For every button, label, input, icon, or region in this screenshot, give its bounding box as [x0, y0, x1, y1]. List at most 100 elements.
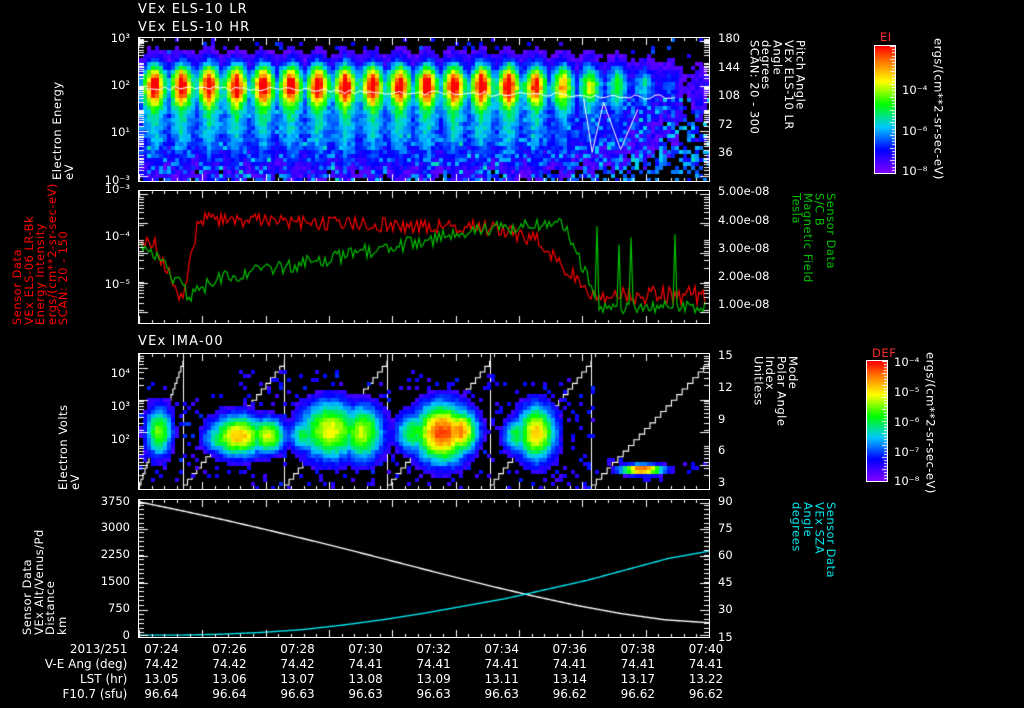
- table-cell: 96.63: [348, 687, 383, 701]
- panel4-right-ytick-0: 90: [718, 494, 733, 508]
- table-cell: 13.11: [484, 672, 519, 686]
- panel4-ytick-2: 2250: [100, 547, 130, 561]
- table-cell: 74.42: [212, 657, 247, 671]
- panel3-plot-area[interactable]: [138, 353, 710, 490]
- table-cell: 74.41: [620, 657, 655, 671]
- panel4-right-ytick-5: 15: [718, 630, 733, 644]
- panel3-ion-spectrogram-canvas: [139, 354, 709, 489]
- panel3-right-axis-label: Unitless Index Polar Angle Mode: [751, 356, 801, 488]
- panel4-ytick-4: 750: [108, 601, 130, 615]
- panel4-left-axis-label: Sensor Data VEx Alt/Venus/Pd Distance km: [20, 505, 69, 635]
- table-cell: 13.06: [212, 672, 247, 686]
- panel2-right-ytick-1: 4.00e-08: [718, 213, 770, 227]
- panel1-colorbar-tick-1: 10⁻⁶: [902, 124, 928, 138]
- table-cell: 13.17: [620, 672, 655, 686]
- panel1-ytick-3: 10⁻³: [104, 173, 130, 187]
- panel3-colorbar-tick-3: 10⁻⁷: [894, 445, 920, 459]
- table-cell: 74.41: [552, 657, 587, 671]
- panel1-left-axis-label: Electron Energy eV: [50, 40, 76, 180]
- panel3-ytick-2: 10²: [110, 432, 130, 446]
- panel2-right-label-line3: Magnetic Field: [801, 193, 815, 283]
- panel2-plot-area[interactable]: [138, 190, 710, 324]
- panel1-spectrogram-canvas: [139, 38, 709, 181]
- table-cell: 07:32: [416, 642, 451, 656]
- panel2-left-axis-label: Sensor Data VEx ELS-06 LR-Bk Energy Inte…: [10, 183, 70, 325]
- table-row: 2013/251 07:24 07:26 07:28 07:30 07:32 07:34 07…: [0, 642, 740, 657]
- table-cell: 13.22: [688, 672, 724, 686]
- table-date-label: 2013/251: [69, 642, 128, 656]
- table-cell: 13.07: [280, 672, 315, 686]
- panel4-plot-area[interactable]: [138, 499, 710, 638]
- panel4-right-label-line3: Angle: [801, 502, 815, 538]
- panel2-right-axis-label: Tesla Magnetic Field S/C B Sensor Data: [789, 193, 839, 325]
- table-cell: 74.42: [280, 657, 315, 671]
- panel4-ytick-0: 3750: [100, 494, 130, 508]
- table-cell: 07:26: [212, 642, 247, 656]
- panel4-right-ytick-1: 75: [718, 521, 733, 535]
- panel4-right-label-line4: degrees: [789, 502, 804, 552]
- table-cell: 07:40: [688, 642, 724, 656]
- table-cell: 13.08: [348, 672, 383, 686]
- panel4-orbit-canvas: [139, 500, 709, 637]
- table-cell: 96.64: [212, 687, 247, 701]
- panel3-right-ytick-0: 15: [718, 348, 733, 362]
- panel4-ytick-3: 1500: [100, 574, 130, 588]
- panel4-right-label-line1: Sensor Data: [824, 502, 838, 579]
- panel1-left-axis-label-line2: eV: [61, 164, 76, 180]
- panel1-ytick-2: 10¹: [110, 125, 130, 139]
- panel1-right-axis-label: SCAN: 20 - 300 degrees Angle VEx ELS-10 …: [747, 40, 808, 190]
- table-cell: 13.14: [552, 672, 587, 686]
- panel4-right-axis-label: degrees Angle VEx SZA Sensor Data: [789, 502, 839, 637]
- table-cell: 74.42: [144, 657, 179, 671]
- panel4-right-ytick-4: 30: [718, 602, 733, 616]
- panel1-right-ytick-3: 72: [718, 117, 733, 131]
- panel1-right-ytick-0: 180: [718, 31, 740, 45]
- panel1-plot-area[interactable]: [138, 37, 710, 182]
- panel3-colorbar-title: DEF: [872, 346, 897, 360]
- panel3-colorbar-unit: ergs/(cm**2-sr-sec-eV): [923, 352, 938, 494]
- panel1-ytick-0: 10³: [110, 31, 130, 45]
- table-cell: 96.62: [688, 687, 724, 701]
- panel2-right-ytick-4: 1.00e-08: [718, 297, 770, 311]
- table-cell: 07:30: [348, 642, 383, 656]
- panel2-left-label-line5: SCAN: 20 - 150: [56, 230, 70, 325]
- panel3-right-label-line4: Unitless: [751, 356, 766, 406]
- panel2-right-label-line4: Tesla: [789, 193, 804, 224]
- table-cell: 13.09: [416, 672, 451, 686]
- panel2-ytick-0: 10⁻³: [104, 182, 130, 196]
- table-cell: 96.64: [144, 687, 179, 701]
- table-cell: 96.63: [280, 687, 315, 701]
- panel4-left-label-line4: km: [54, 616, 69, 635]
- panel3-colorbar-tick-2: 10⁻⁶: [894, 415, 920, 429]
- panel1-colorbar-tick-2: 10⁻⁸: [902, 164, 928, 178]
- panel3-right-label-line1: Mode: [786, 356, 800, 390]
- panel3-right-ytick-1: 12: [718, 380, 733, 394]
- panel2-right-label-line1: Sensor Data: [824, 193, 838, 270]
- table-cell: 07:36: [552, 642, 588, 656]
- panel2-ytick-2: 10⁻⁵: [104, 277, 130, 291]
- panel1-right-label-line3: Angle: [770, 40, 785, 76]
- table-cell: 96.63: [484, 687, 519, 701]
- table-cell: 07:34: [484, 642, 519, 656]
- panel1-right-label-line5: SCAN: 20 - 300: [747, 40, 762, 135]
- table-cell: 13.05: [144, 672, 179, 686]
- table-row: V-E Ang (deg) 74.42 74.42 74.42 74.41 74.41 74…: [0, 657, 740, 672]
- panel1-right-ytick-1: 144: [718, 60, 740, 74]
- panel1-right-label-line4: degrees: [759, 40, 773, 90]
- table-cell: 96.62: [620, 687, 655, 701]
- panel1-ytick-1: 10²: [110, 78, 130, 92]
- table-cell: 07:38: [620, 642, 656, 656]
- panel3-right-ytick-2: 9: [718, 412, 726, 426]
- table-row-label: F10.7 (sfu): [62, 687, 128, 701]
- panel1-right-ytick-2: 108: [718, 88, 740, 102]
- table-row: LST (hr) 13.05 13.06 13.07 13.08 13.09 13.11 13…: [0, 672, 740, 687]
- panel2-right-ytick-3: 2.00e-08: [718, 269, 770, 283]
- panel3-right-ytick-4: 3: [718, 475, 726, 489]
- table-cell: 96.62: [552, 687, 587, 701]
- panel2-ytick-1: 10⁻⁴: [104, 229, 130, 243]
- panel1-title-line2: VEx ELS-10 HR: [138, 20, 251, 35]
- panel1-colorbar: [874, 45, 896, 174]
- panel4-right-ytick-3: 45: [718, 575, 733, 589]
- panel3-right-label-line3: Index: [763, 356, 777, 391]
